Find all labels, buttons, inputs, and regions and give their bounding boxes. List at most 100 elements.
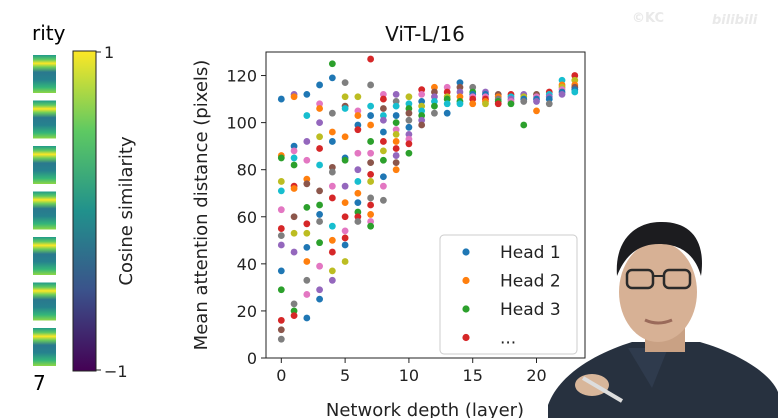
data-point [354, 189, 362, 197]
data-point [418, 107, 426, 115]
data-point [533, 98, 540, 105]
colorbar-max-label: 1 [104, 43, 114, 62]
data-point [405, 135, 413, 143]
data-point [456, 100, 464, 108]
data-point [316, 295, 323, 303]
x-tick-label: 15 [463, 366, 483, 385]
presenter-face [619, 242, 697, 342]
legend: Head 1 Head 2 Head 3... [439, 234, 578, 355]
data-point [328, 194, 336, 202]
data-point [392, 98, 400, 105]
data-point [405, 149, 413, 157]
data-point [367, 218, 375, 225]
data-point [431, 109, 438, 117]
data-point [379, 116, 387, 124]
colorbar-label: Cosine similarity [116, 136, 137, 286]
data-point [354, 112, 362, 119]
data-point [354, 218, 362, 225]
data-point [303, 138, 311, 145]
scatter-chart: ViT-L/16 0 5 10 15 20 0 20 40 60 80 100 120 Networ… [191, 22, 586, 418]
data-point [392, 145, 400, 152]
data-point [379, 173, 387, 181]
data-point [277, 316, 285, 324]
data-point [316, 286, 323, 294]
data-point [354, 166, 362, 174]
data-point [379, 105, 387, 112]
data-point [418, 98, 426, 105]
data-point [303, 220, 311, 228]
data-point [277, 187, 285, 195]
data-point [418, 121, 426, 129]
x-tick-label: 20 [526, 366, 546, 385]
data-point [277, 206, 285, 214]
data-point [392, 119, 400, 127]
legend-marker [462, 305, 470, 313]
data-point [328, 128, 336, 136]
colorbar-min-label: −1 [104, 362, 128, 381]
data-point [328, 138, 336, 145]
data-point [405, 93, 413, 101]
cropped-similarity-panel: rity 7 [32, 21, 66, 395]
data-point [431, 88, 438, 96]
similarity-strip-4 [33, 191, 56, 230]
data-point [290, 248, 298, 256]
data-point [367, 159, 375, 167]
data-point [379, 128, 387, 136]
data-point [341, 182, 349, 190]
y-tick-label: 100 [226, 114, 257, 133]
data-point [379, 90, 387, 98]
data-point [431, 83, 438, 91]
data-point [316, 100, 323, 108]
data-point [367, 112, 375, 119]
data-point [456, 93, 464, 101]
data-point [316, 218, 323, 225]
y-axis-ticks: 0 20 40 60 80 100 120 [226, 67, 266, 368]
data-point [316, 145, 323, 152]
data-point [277, 286, 285, 294]
data-point [405, 100, 413, 108]
data-point [290, 213, 298, 221]
data-point [367, 149, 375, 157]
data-point [341, 133, 349, 141]
data-point [392, 130, 400, 138]
x-tick-label: 5 [340, 366, 350, 385]
data-point [328, 222, 336, 230]
data-point [392, 112, 400, 119]
data-point [367, 102, 375, 110]
watermark-prefix: ©KC [632, 11, 664, 26]
data-point [379, 196, 387, 204]
data-point [316, 239, 323, 247]
data-point [545, 95, 553, 103]
glasses-right-lens [662, 268, 692, 290]
y-tick-label: 40 [237, 255, 257, 274]
data-point [290, 185, 298, 192]
data-point [418, 112, 426, 119]
data-point [558, 76, 566, 84]
cropped-axis-tick: 7 [33, 371, 46, 395]
data-point [354, 178, 362, 185]
data-point [405, 116, 413, 124]
data-point [341, 156, 349, 164]
x-axis-ticks: 0 5 10 15 20 [276, 358, 547, 385]
data-point [341, 213, 349, 221]
data-point [354, 199, 362, 207]
data-point [533, 107, 540, 115]
similarity-strip-5 [33, 237, 56, 275]
data-point [367, 201, 375, 209]
data-point [443, 88, 451, 96]
similarity-strip-3 [33, 146, 56, 184]
legend-marker [462, 333, 470, 342]
similarity-strip-1 [33, 55, 56, 93]
data-point [290, 154, 298, 162]
data-point [443, 109, 451, 117]
x-tick-label: 0 [276, 366, 286, 385]
data-point [303, 243, 311, 251]
data-point [341, 105, 349, 112]
data-point [328, 60, 336, 68]
data-point [354, 121, 362, 129]
data-point [341, 199, 349, 207]
y-axis-label: Mean attention distance (pixels) [191, 60, 212, 351]
data-point [367, 211, 375, 218]
presenter-collar [628, 348, 668, 388]
data-point [367, 178, 375, 185]
